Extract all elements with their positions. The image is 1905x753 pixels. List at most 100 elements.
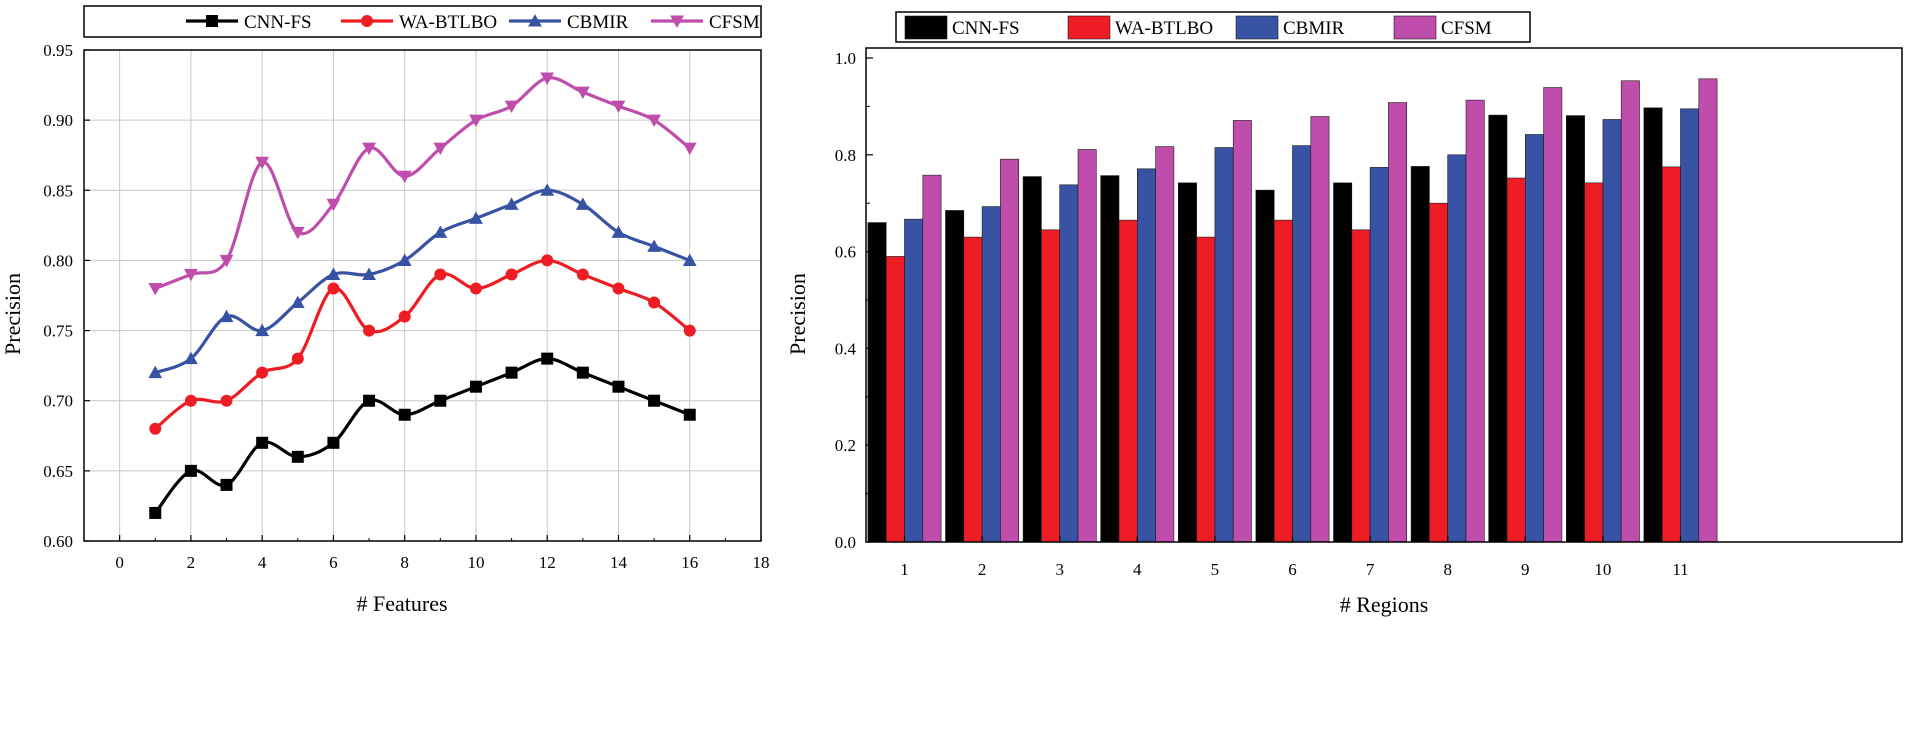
data-point <box>611 100 626 114</box>
data-point <box>327 436 340 449</box>
legend-swatch-marker <box>528 14 542 27</box>
data-point <box>612 380 625 393</box>
bar-chart-precision-vs-regions: 1 2 3 4 5 6 7 8 9 10 11 0.0 0.2 0.4 0.6 0.8 1.0 # Region… <box>785 11 1903 617</box>
data-point <box>363 324 376 337</box>
data-point <box>575 86 590 99</box>
data-point <box>504 197 519 210</box>
data-point <box>256 436 269 449</box>
bar <box>1118 219 1138 543</box>
bar <box>1488 114 1508 543</box>
data-point <box>326 198 341 212</box>
bar <box>1178 182 1197 543</box>
data-point <box>575 197 590 210</box>
data-point <box>682 142 697 156</box>
data-point <box>540 183 555 196</box>
bar <box>1292 145 1312 543</box>
data-point <box>255 323 270 337</box>
y-tick-label: 0.75 <box>43 322 73 341</box>
bar <box>885 256 905 543</box>
legend-label: WA-BTLBO <box>399 12 497 33</box>
bar <box>867 222 887 543</box>
line-chart-legend: CNN-FS WA-BTLBO CBMIR CFSM <box>83 5 762 38</box>
legend-label: CFSM <box>709 12 760 33</box>
legend-swatch-marker <box>670 15 684 28</box>
bar <box>1000 158 1020 543</box>
data-point <box>683 408 696 421</box>
series-line <box>154 357 691 514</box>
y-tick-label: 0.95 <box>43 41 73 60</box>
data-point <box>398 408 411 421</box>
bar <box>1543 87 1563 543</box>
x-tick-label: 7 <box>1366 560 1375 579</box>
bar <box>1351 229 1371 543</box>
data-point <box>363 394 376 407</box>
bar <box>1232 120 1252 543</box>
bar <box>1022 176 1042 543</box>
data-point <box>647 239 662 252</box>
bar <box>1100 175 1120 543</box>
legend-label: WA-BTLBO <box>1115 18 1213 39</box>
y-tick-label: 0.90 <box>43 111 73 130</box>
x-tick-label: 14 <box>610 553 628 572</box>
data-point <box>184 464 197 477</box>
y-tick-label: 0.70 <box>43 392 73 411</box>
x-tick-label: 1 <box>900 560 909 579</box>
x-tick-label: 10 <box>1594 560 1611 579</box>
x-tick-label: 9 <box>1521 560 1530 579</box>
line-chart-series <box>148 72 697 519</box>
bar-chart-bars <box>867 78 1718 543</box>
data-point <box>184 394 197 407</box>
data-point <box>612 282 625 295</box>
data-point <box>183 268 198 282</box>
legend-swatch <box>904 15 948 40</box>
bar-chart-legend: CNN-FS WA-BTLBO CBMIR CFSM <box>895 11 1531 43</box>
legend-label: CNN-FS <box>244 12 312 33</box>
legend-label: CNN-FS <box>952 18 1020 39</box>
data-point <box>291 352 304 365</box>
data-point <box>326 267 341 280</box>
y-tick-label: 0.8 <box>835 146 856 165</box>
x-tick-label: 8 <box>1443 560 1452 579</box>
x-tick-label: 2 <box>978 560 987 579</box>
y-tick-label: 0.6 <box>835 243 856 262</box>
legend-swatch <box>1393 15 1437 40</box>
bar <box>904 218 924 543</box>
bar-chart-legend-entries: CNN-FS WA-BTLBO CBMIR CFSM <box>904 15 1492 40</box>
y-tick-label: 0.65 <box>43 462 73 481</box>
data-point <box>220 394 233 407</box>
data-point <box>576 366 589 379</box>
x-tick-label: 6 <box>1288 560 1297 579</box>
data-point <box>220 478 233 491</box>
data-point <box>648 296 661 309</box>
bar <box>1077 149 1097 543</box>
data-point <box>290 295 305 309</box>
y-tick-label: 0.80 <box>43 251 73 270</box>
legend-label: CBMIR <box>567 12 629 33</box>
x-tick-label: 3 <box>1055 560 1064 579</box>
y-tick-label: 0.85 <box>43 181 73 200</box>
line-chart-y-axis-title: Precision <box>0 273 25 355</box>
data-point <box>540 72 555 85</box>
legend-label: CBMIR <box>1283 18 1345 39</box>
data-point <box>504 100 519 114</box>
bar <box>1059 184 1079 543</box>
y-tick-label: 0.0 <box>835 533 856 552</box>
series-line <box>154 258 691 431</box>
bar <box>981 206 1001 543</box>
legend-swatch-marker <box>361 15 373 27</box>
data-point <box>683 324 696 337</box>
bar <box>1273 219 1293 543</box>
bar-chart-plot-frame <box>865 47 1903 543</box>
x-tick-label: 8 <box>400 553 409 572</box>
data-point <box>219 309 234 323</box>
bar <box>1369 167 1389 543</box>
bar <box>922 174 942 543</box>
x-tick-label: 11 <box>1672 560 1688 579</box>
x-tick-label: 12 <box>539 553 556 572</box>
data-point <box>682 253 697 266</box>
bar <box>1310 116 1330 543</box>
bar <box>1388 102 1408 543</box>
y-tick-label: 0.60 <box>43 532 73 551</box>
bar <box>1643 107 1663 543</box>
